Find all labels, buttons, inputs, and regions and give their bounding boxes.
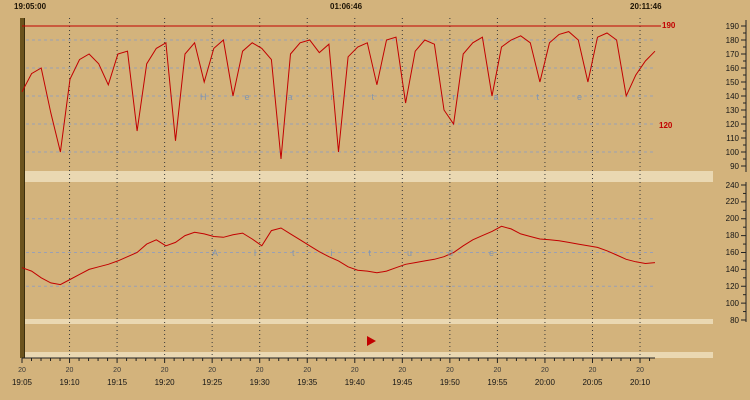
x-axis-sub-label: 20 <box>160 367 169 374</box>
x-axis-tick-label: 19:30 <box>249 378 270 387</box>
y-axis-label: 220 <box>725 197 739 207</box>
y-axis-label: 200 <box>725 214 739 224</box>
y-axis-label: 140 <box>725 264 739 274</box>
session-duration: 01:06:46 <box>330 2 363 11</box>
x-axis-tick-label: 19:20 <box>154 378 175 387</box>
x-axis-sub-label: 20 <box>636 367 644 374</box>
y-axis-label: 240 <box>725 180 739 190</box>
x-axis-sub-label: 20 <box>445 367 454 374</box>
x-axis-sub-label: 20 <box>588 367 597 374</box>
session-end-time: 20:11:46 <box>630 2 662 11</box>
x-axis-tick-label: 19:40 <box>344 378 365 387</box>
panel-divider-band <box>22 171 713 182</box>
x-axis-tick-label: 20:00 <box>534 378 555 387</box>
x-axis-tick-label: 20:05 <box>582 378 603 387</box>
y-axis-label: 180 <box>725 35 739 45</box>
x-axis-sub-label: 20 <box>208 367 217 374</box>
x-axis-tick-label: 19:10 <box>59 378 80 387</box>
y-axis-label: 150 <box>725 77 739 87</box>
y-axis-label: 120 <box>725 281 739 291</box>
y-axis-label: 100 <box>725 298 739 308</box>
x-axis-tick-label: 19:15 <box>107 378 128 387</box>
x-axis-sub-label: 20 <box>65 367 74 374</box>
y-axis-label: 160 <box>725 248 739 257</box>
session-start-bar <box>20 18 25 358</box>
x-axis-tick-label: 19:35 <box>297 378 318 387</box>
altitude-watermark: Altitude <box>212 248 531 258</box>
y-axis-label: 140 <box>725 91 739 101</box>
y-axis-label: 180 <box>725 231 739 241</box>
x-axis-tick-label: 19:55 <box>487 378 508 387</box>
y-axis-label: 160 <box>725 63 739 73</box>
x-axis-sub-label: 20 <box>303 367 312 374</box>
y-axis-label: 120 <box>725 119 739 129</box>
x-axis-sub-label: 20 <box>541 367 549 374</box>
x-axis-sub-label: 20 <box>398 367 407 374</box>
x-axis-sub-label: 20 <box>18 367 26 374</box>
x-axis-sub-label: 20 <box>255 367 264 374</box>
y-axis-label: 90 <box>730 161 739 171</box>
x-axis-sub-label: 20 <box>113 367 121 374</box>
y-axis-label: 100 <box>725 147 739 157</box>
x-axis-sub-label: 20 <box>493 367 502 374</box>
y-axis-label: 130 <box>725 105 739 115</box>
session-start-time: 19:05:00 <box>14 2 47 11</box>
x-axis-tick-label: 19:05 <box>11 378 33 387</box>
y-axis-label: 80 <box>730 315 739 325</box>
y-axis-label: 110 <box>726 133 739 143</box>
lower-panel-bottom-band <box>22 319 713 324</box>
lap-marker-icon[interactable] <box>367 336 376 346</box>
hr-lower-limit-label: 120 <box>659 121 673 130</box>
y-axis-label: 190 <box>725 21 739 31</box>
x-axis-tick-label: 20:10 <box>630 378 651 387</box>
x-axis-tick-label: 19:45 <box>392 378 413 387</box>
x-axis-sub-label: 20 <box>350 367 359 374</box>
y-axis-label: 170 <box>725 49 739 59</box>
heart-rate-watermark: Heart rate <box>200 92 621 102</box>
axis-top-band <box>22 352 713 358</box>
x-axis-tick-label: 19:25 <box>202 378 223 387</box>
hr-upper-limit-label: 190 <box>662 21 676 30</box>
x-axis-tick-label: 19:50 <box>439 378 460 387</box>
